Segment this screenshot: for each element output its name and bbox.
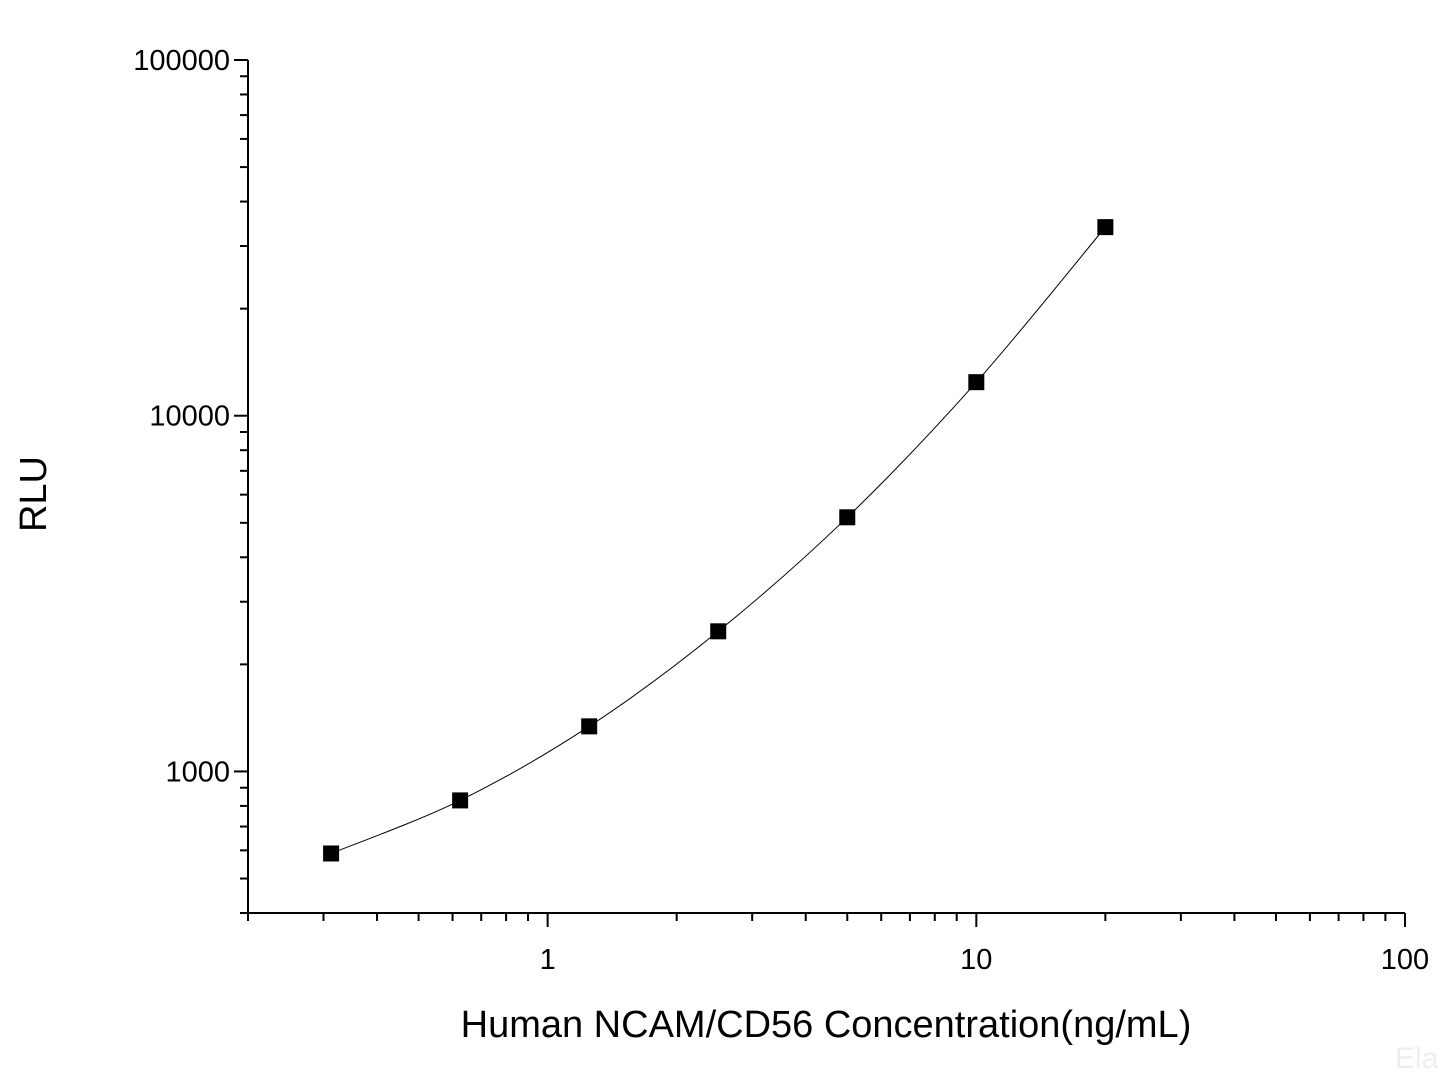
y-tick-label: 10000 (149, 401, 230, 433)
fit-curve (330, 226, 1106, 854)
axes (247, 60, 1405, 914)
data-points (323, 219, 1114, 862)
x-tick-label: 100 (1381, 944, 1429, 976)
ticks (234, 59, 1406, 927)
y-axis-title: RLU (13, 456, 55, 532)
data-point (839, 509, 856, 526)
x-axis-title: Human NCAM/CD56 Concentration(ng/mL) (461, 1004, 1192, 1046)
data-point (323, 845, 340, 862)
data-point (710, 623, 727, 640)
watermark: Ela (1395, 1042, 1439, 1075)
data-point (1097, 219, 1114, 236)
data-point (452, 792, 469, 809)
data-point (968, 374, 985, 391)
x-tick-label: 1 (540, 944, 556, 976)
y-tick-label: 1000 (165, 756, 230, 788)
tick-labels: 1 10 100 1000 10000 100000 (133, 45, 1429, 976)
x-tick-label: 10 (960, 944, 992, 976)
y-tick-label: 100000 (133, 45, 230, 77)
data-point (581, 718, 598, 735)
